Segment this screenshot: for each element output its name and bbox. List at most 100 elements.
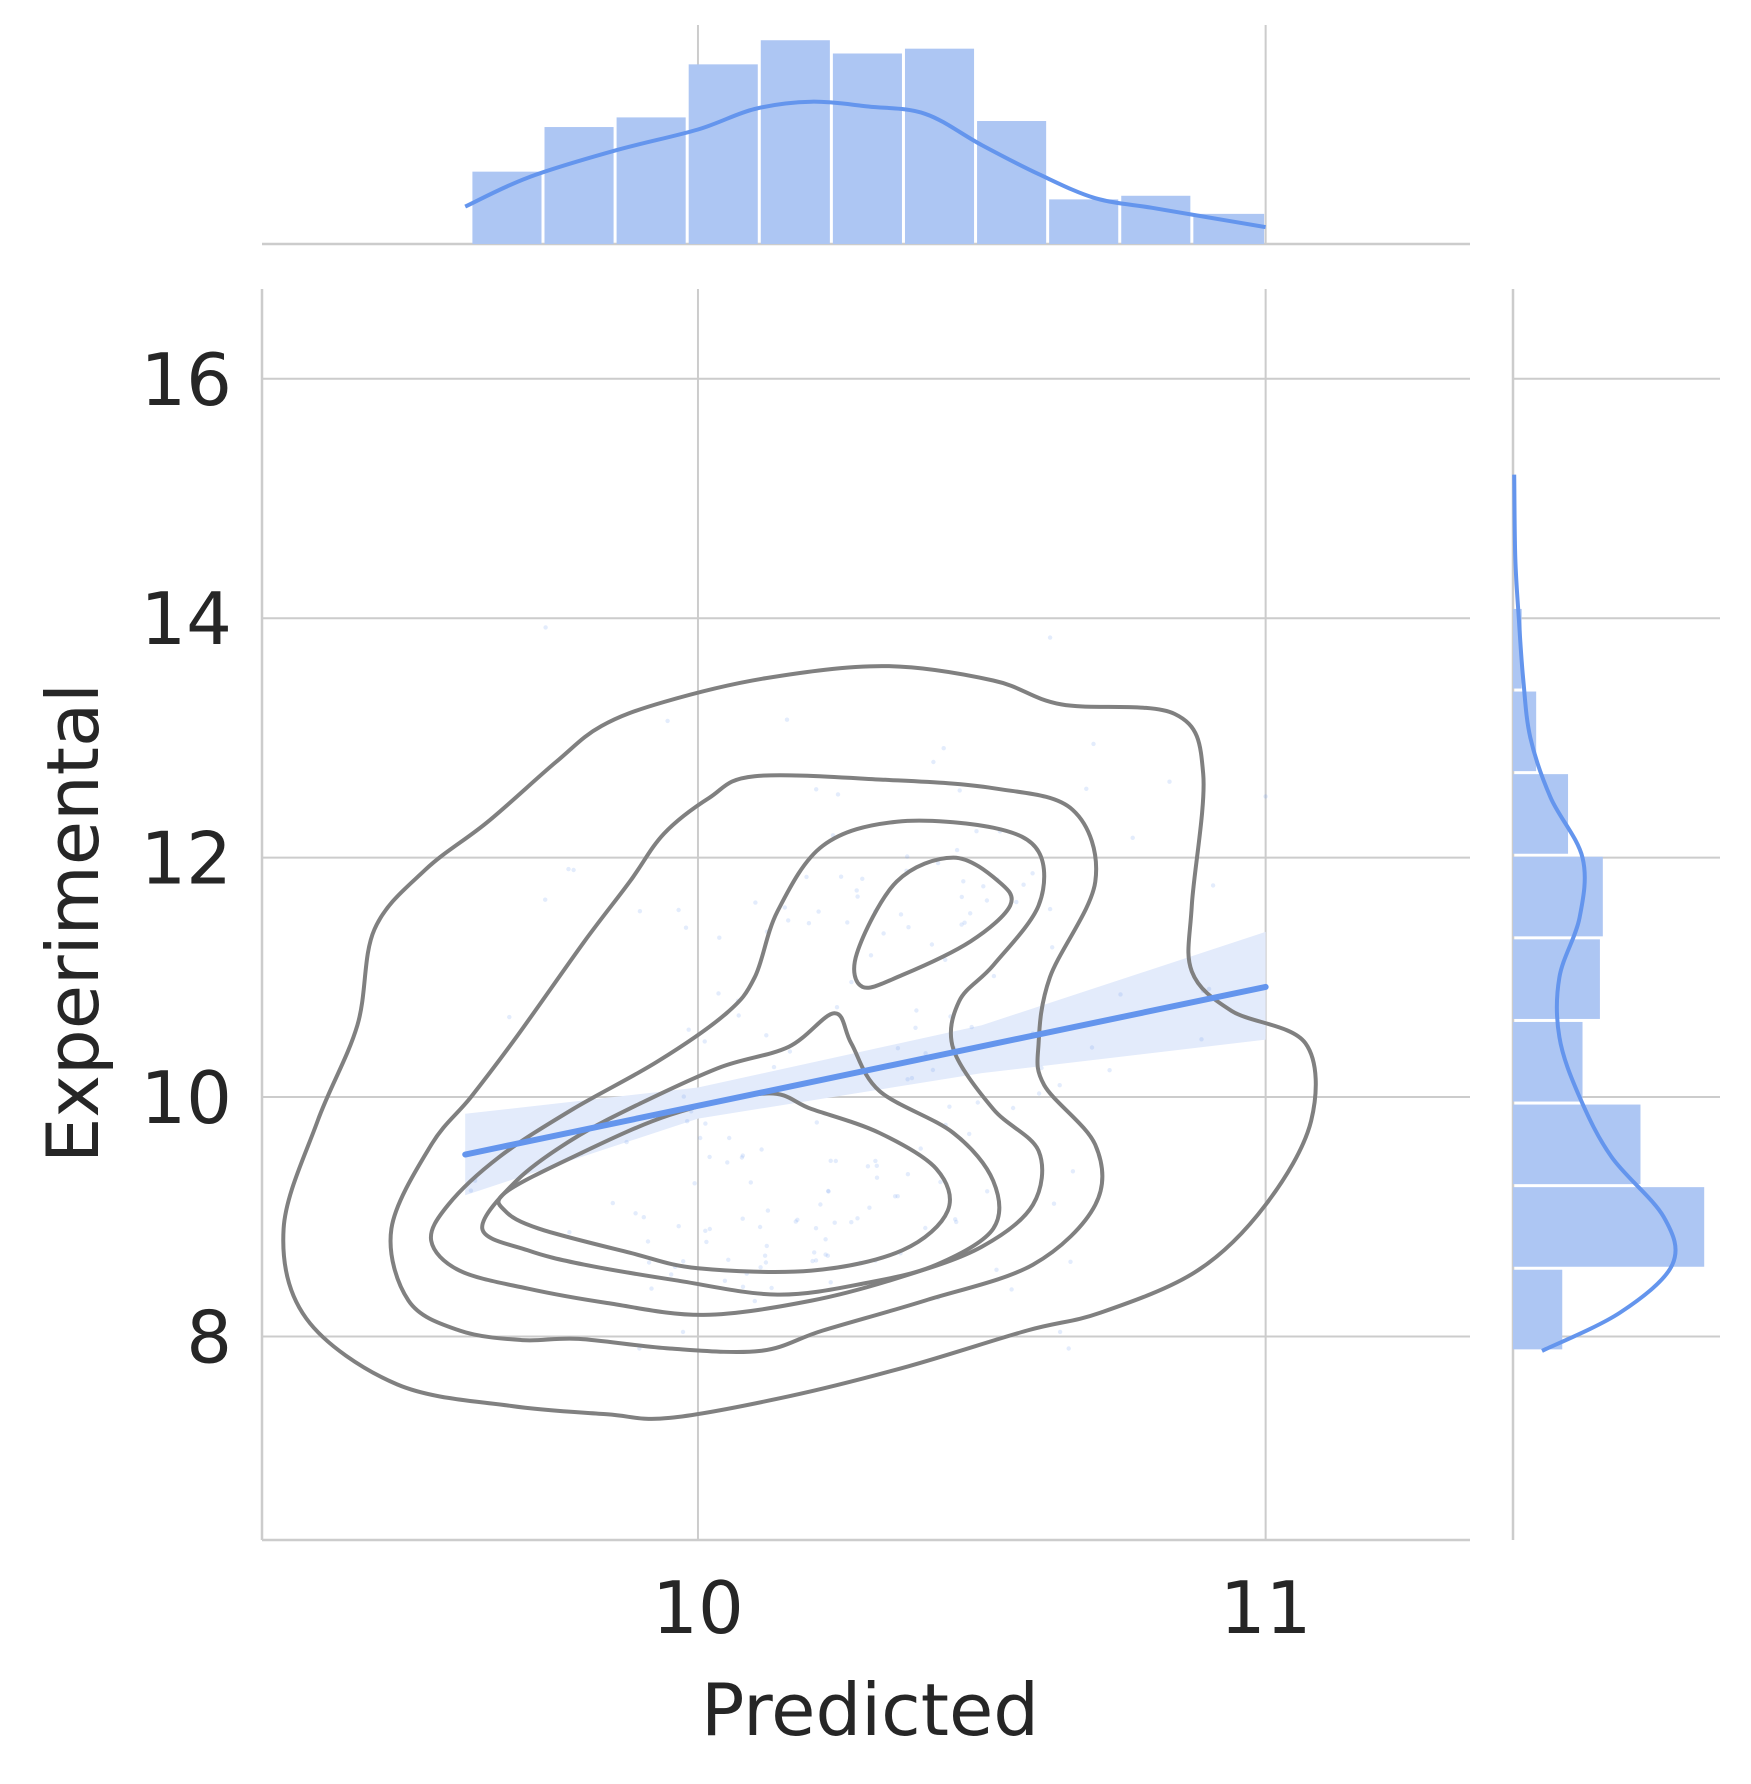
- scatter-point: [786, 918, 791, 923]
- scatter-point: [1014, 899, 1019, 905]
- scatter-point: [665, 718, 670, 724]
- scatter-point: [1210, 883, 1216, 888]
- marginal-x-bar-2: [616, 117, 686, 244]
- kde-contours: [281, 664, 1318, 1421]
- scatter-point: [681, 1259, 686, 1264]
- marginal-x-histogram: [472, 40, 1265, 245]
- marginal-y-bar-3: [1513, 1021, 1583, 1102]
- scatter-point: [764, 1033, 769, 1038]
- regression-ci-band: [465, 931, 1266, 1196]
- marginal-x-bar-3: [688, 64, 758, 244]
- scatter-point: [962, 920, 967, 925]
- scatter-point: [812, 1250, 817, 1255]
- kde-contour-3: [480, 1011, 1002, 1297]
- scatter-point: [906, 925, 911, 930]
- scatter-point: [909, 1075, 915, 1081]
- scatter-point: [703, 1121, 708, 1126]
- scatter-point: [707, 1154, 712, 1160]
- scatter-point: [832, 1220, 837, 1225]
- y-tick-label-12: 12: [140, 817, 232, 901]
- scatter-point: [1066, 1346, 1071, 1351]
- scatter-point: [923, 1051, 928, 1056]
- scatter-point: [929, 942, 935, 947]
- scatter-point: [685, 1119, 690, 1124]
- scatter-point: [703, 1228, 708, 1234]
- scatter-point: [814, 787, 819, 792]
- scatter-point: [686, 1027, 691, 1032]
- scatter-point: [752, 1298, 757, 1304]
- scatter-point: [935, 860, 941, 866]
- scatter-point: [967, 1131, 972, 1137]
- scatter-point: [823, 1252, 828, 1257]
- scatter-point: [974, 829, 979, 834]
- tick-labels: 10 11 8 10 12 14 16: [140, 338, 1311, 1650]
- scatter-point: [1036, 1091, 1042, 1096]
- scatter-point: [758, 1265, 763, 1270]
- scatter-point: [985, 1189, 990, 1194]
- regression-confidence-band: [465, 931, 1266, 1196]
- scatter-point: [1107, 1068, 1112, 1073]
- scatter-point: [923, 1225, 928, 1231]
- scatter-point: [1057, 1083, 1062, 1088]
- scatter-point: [905, 1172, 911, 1177]
- scatter-point: [543, 625, 548, 630]
- scatter-point: [1206, 986, 1212, 992]
- scatter-point: [994, 1267, 999, 1273]
- marginal-y-bar-8: [1513, 608, 1522, 689]
- scatter-point: [740, 1216, 745, 1221]
- scatter-point: [860, 876, 865, 881]
- scatter-point: [681, 1094, 686, 1099]
- scatter-point: [810, 1258, 815, 1264]
- scatter-point: [938, 1179, 943, 1185]
- scatter-point: [566, 866, 571, 872]
- scatter-point: [825, 1253, 830, 1258]
- scatter-point: [1068, 1259, 1073, 1265]
- scatter-point: [959, 894, 964, 900]
- scatter-point: [507, 1014, 512, 1020]
- scatter-point: [468, 1188, 474, 1193]
- scatter-point: [961, 879, 966, 884]
- scatter-point: [892, 1194, 898, 1199]
- scatter-point: [610, 1200, 615, 1206]
- scatter-point: [649, 1286, 654, 1291]
- scatter-point: [895, 1194, 900, 1199]
- scatter-point: [905, 1077, 910, 1082]
- scatter-point: [1050, 945, 1055, 950]
- scatter-point: [704, 1239, 709, 1245]
- scatter-point: [814, 1120, 819, 1125]
- scatter-point: [905, 854, 910, 859]
- marginal-x-bar-5: [832, 53, 902, 244]
- scatter-point: [1070, 1169, 1076, 1174]
- scatter-point: [835, 792, 841, 797]
- kde-contour-1: [388, 773, 1105, 1355]
- scatter-point: [645, 1239, 651, 1244]
- kde-contour-2: [428, 818, 1047, 1317]
- marginal-x-bar-7: [977, 121, 1047, 244]
- scatter-point: [984, 898, 990, 903]
- scatter-point: [641, 1215, 646, 1220]
- scatter-point: [717, 935, 722, 940]
- scatter-point: [854, 888, 859, 893]
- scatter-point: [769, 1285, 774, 1291]
- scatter-point: [845, 920, 850, 925]
- scatter-point: [692, 1181, 697, 1186]
- scatter-point: [826, 1189, 831, 1194]
- x-tick-label-11: 11: [1220, 1566, 1312, 1650]
- scatter-point: [784, 717, 790, 722]
- scatter-point: [624, 1139, 629, 1145]
- scatter-point: [757, 1224, 763, 1230]
- scatter-point: [637, 909, 643, 914]
- y-tick-label-8: 8: [186, 1295, 232, 1379]
- scatter-point: [947, 1104, 952, 1109]
- scatter-point: [959, 922, 964, 927]
- scatter-point: [764, 1243, 769, 1249]
- scatter-point: [868, 953, 874, 958]
- scatter-point: [1051, 1201, 1057, 1206]
- scatter-point: [1030, 871, 1035, 876]
- scatter-point: [1091, 741, 1096, 747]
- scatter-point: [957, 788, 962, 793]
- y-tick-label-14: 14: [140, 577, 232, 661]
- scatter-point: [849, 1220, 854, 1225]
- marginal-x-bar-6: [904, 48, 975, 244]
- scatter-point: [813, 1226, 819, 1231]
